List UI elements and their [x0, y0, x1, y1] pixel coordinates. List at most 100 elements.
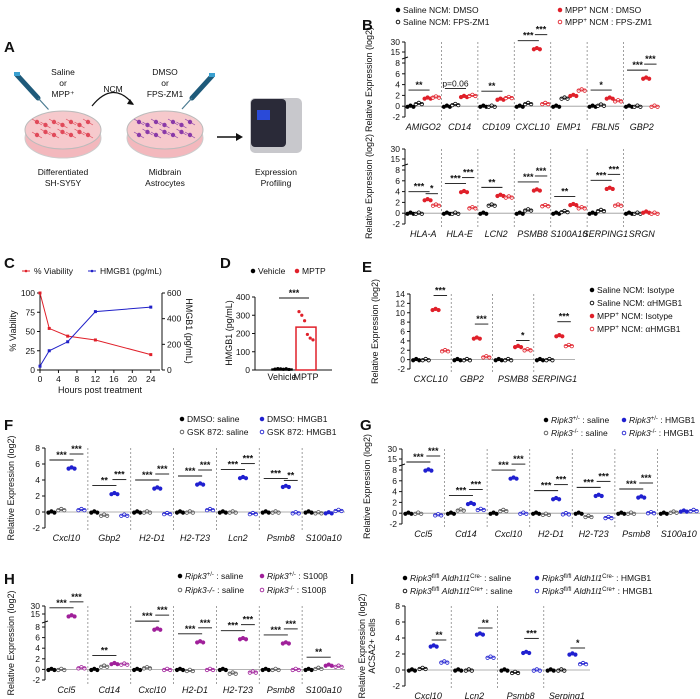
- legend-label-part: GSK 872: saline: [187, 427, 249, 437]
- significance-label: ***: [71, 592, 82, 602]
- y-tick-label: 6: [395, 617, 400, 627]
- legend-item: Saline NCM: DMSO: [395, 5, 479, 15]
- data-point: [473, 206, 478, 211]
- significance-label: **: [488, 81, 496, 91]
- panel-label-a: A: [4, 39, 15, 56]
- data-point: [622, 511, 627, 516]
- data-point: [459, 668, 464, 673]
- data-point: [180, 510, 186, 515]
- data-point: [527, 650, 532, 656]
- y-tick-label: 4: [395, 633, 400, 643]
- significance-label: **: [416, 80, 424, 90]
- legend-marker: [259, 429, 265, 435]
- legend-label: Saline NCM: αHMGB1: [597, 298, 682, 308]
- significance-label: ***: [450, 174, 461, 184]
- y-axis-label: Relative Expression (log2): [364, 134, 374, 239]
- panel-label-f: F: [4, 417, 13, 434]
- significance-label: ***: [142, 470, 153, 480]
- x-tick-label: Vehicle: [267, 372, 296, 382]
- data-point: [536, 511, 542, 516]
- data-point: [319, 666, 324, 672]
- gene-label: SRGN: [629, 229, 656, 239]
- transfer-label: NCM: [103, 84, 122, 94]
- data-point: [190, 668, 195, 674]
- gene-label: Cd14: [455, 529, 477, 539]
- data-point: [62, 508, 67, 513]
- data-point: [287, 367, 291, 372]
- gene-label: H2-T23: [223, 685, 253, 695]
- gene-label: Cxcl10: [138, 685, 166, 695]
- gene-label: FBLN5: [591, 122, 620, 132]
- data-point: [52, 667, 57, 673]
- y2-tick-label: 0: [167, 365, 172, 375]
- data-point: [95, 510, 100, 515]
- data-point: [436, 307, 441, 313]
- y-tick-label: 100: [236, 347, 250, 357]
- data-point: [451, 511, 457, 516]
- y-tick-label: 2: [395, 90, 400, 100]
- legend-marker: [395, 7, 401, 13]
- y-tick-label: 4: [35, 475, 40, 485]
- legend-label-part: : HMGB1: [615, 586, 653, 596]
- data-point: [201, 482, 206, 487]
- data-point: [168, 667, 173, 673]
- legend-label: Ripk3+/- : saline: [185, 571, 243, 581]
- data-point: [419, 102, 424, 107]
- data-point: [210, 667, 216, 673]
- legend-item: Vehicle: [250, 266, 286, 276]
- data-point: [487, 355, 492, 360]
- data-point: [537, 47, 542, 52]
- gene-label: CXCL10: [515, 122, 549, 132]
- data-point: [565, 96, 570, 101]
- significance-label: ***: [523, 172, 534, 182]
- gene-label: SERPING1: [583, 229, 629, 239]
- data-point: [518, 344, 524, 350]
- significance-label: ***: [596, 170, 607, 180]
- legend-label: MPP+ NCM: αHMGB1: [597, 324, 681, 334]
- y-tick-label: 15: [391, 154, 401, 164]
- data-point: [537, 188, 542, 193]
- data-point: [149, 305, 153, 309]
- data-point: [574, 93, 579, 99]
- legend-marker: [179, 429, 185, 435]
- legend-item: Saline NCM: FPS-ZM1: [395, 17, 490, 27]
- significance-label: ***: [513, 454, 524, 464]
- gene-label: CD109: [482, 122, 510, 132]
- data-point: [62, 667, 67, 673]
- significance-label: ***: [498, 460, 509, 470]
- significance-label: ***: [289, 288, 300, 298]
- y-tick-label: 0: [400, 355, 405, 365]
- x-tick-label: 20: [128, 374, 138, 384]
- legend-label-part: Ripk3: [267, 571, 289, 581]
- legend-label-part: MPP: [597, 324, 616, 334]
- data-point: [419, 511, 424, 516]
- significance-label: ***: [526, 628, 537, 638]
- panel-f: DMSO: saline GSK 872: saline DMSO: HMGB1 GS…: [42, 414, 345, 532]
- legend-label: Ripk3fl/fl Aldh1l1Cre- : saline: [410, 573, 511, 583]
- legend-marker: [557, 7, 563, 13]
- significance-label: ***: [632, 60, 643, 70]
- legend-marker: [179, 416, 185, 422]
- data-point: [297, 310, 301, 314]
- data-point: [504, 508, 509, 514]
- legend-item: Saline NCM: αHMGB1: [589, 298, 682, 308]
- y2-tick-label: 400: [167, 314, 181, 324]
- data-point: [319, 511, 324, 516]
- legend-marker: [534, 575, 540, 581]
- legend-label-part: Saline NCM: FPS-ZM1: [403, 17, 490, 27]
- significance-label: ***: [536, 25, 547, 35]
- significance-label: ***: [114, 470, 125, 480]
- y-tick-label: 4: [392, 487, 397, 497]
- data-point: [481, 507, 486, 513]
- legend-label: MPTP: [302, 266, 326, 276]
- data-point: [494, 511, 499, 516]
- data-point: [566, 512, 572, 517]
- legend-item: GSK 872: HMGB1: [259, 427, 337, 437]
- data-point: [477, 336, 482, 341]
- legend-label-part: Ripk3: [629, 415, 651, 425]
- data-point: [223, 667, 228, 673]
- legend-marker: [589, 326, 595, 332]
- y-tick-label: 6: [395, 69, 400, 79]
- data-point: [253, 670, 258, 675]
- legend-label-part: : S100β: [294, 585, 326, 595]
